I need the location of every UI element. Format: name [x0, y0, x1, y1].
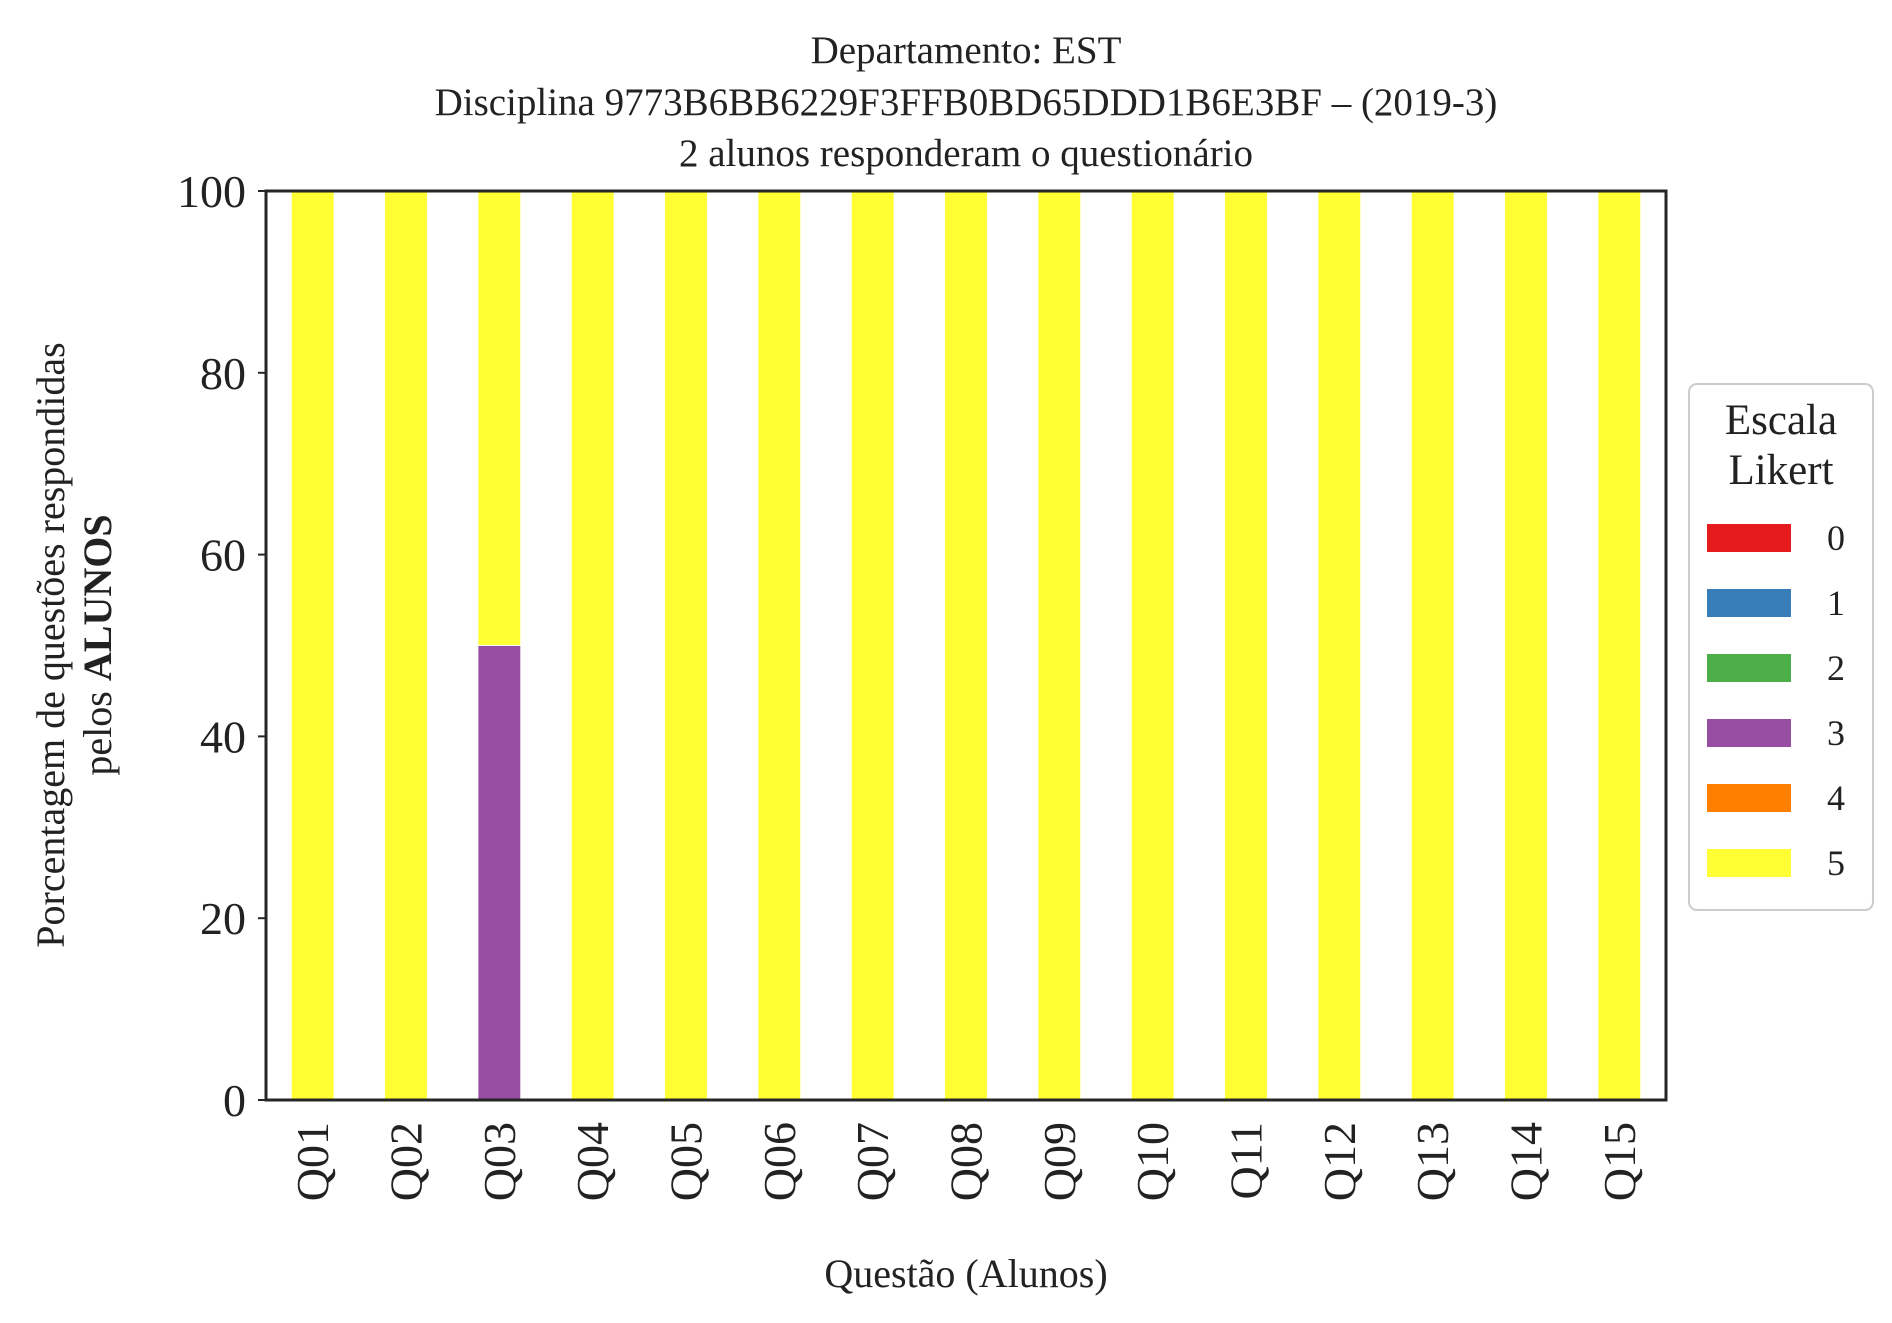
- bar-Q11-scale-5: [1224, 190, 1268, 1101]
- bar-Q03-scale-3: [477, 645, 522, 1101]
- legend-label-0: 0: [1827, 518, 1845, 558]
- x-axis-ticks: Q01 Q02 Q03 Q04 Q05 Q06 Q07 Q08 Q09 Q10 Q11 Q12 Q13 Q…: [287, 1122, 1645, 1201]
- legend: Escala Likert 0 1 2 3 4 5: [1688, 383, 1874, 911]
- legend-label-2: 2: [1827, 648, 1845, 688]
- x-axis-label: Questão (Alunos): [824, 1251, 1107, 1296]
- y-tick-label: 40: [200, 711, 246, 762]
- y-tick-label: 100: [177, 166, 246, 217]
- y-axis-ticks: 0 20 40 60 80 100: [177, 166, 266, 1126]
- x-tick-label: Q01: [287, 1122, 338, 1201]
- y-tick-label: 80: [200, 348, 246, 399]
- bar-Q13-scale-5: [1410, 190, 1455, 1101]
- legend-title-line-1: Escala: [1725, 397, 1837, 444]
- legend-swatch-0: [1707, 524, 1791, 552]
- legend-swatch-3: [1707, 719, 1791, 747]
- x-tick-label: Q12: [1314, 1122, 1365, 1201]
- bars-layer: [290, 190, 1642, 1101]
- y-axis-label-prefix: pelos: [75, 681, 120, 775]
- chart-title: Departamento: EST Disciplina 9773B6BB622…: [435, 29, 1498, 175]
- x-tick-label: Q05: [661, 1122, 712, 1201]
- bar-Q15-scale-5: [1597, 190, 1642, 1101]
- legend-swatch-2: [1707, 654, 1791, 682]
- y-tick-label: 20: [200, 893, 246, 944]
- bar-Q06-scale-5: [757, 190, 802, 1101]
- y-axis-label-line-2: pelos ALUNOS: [75, 514, 120, 775]
- x-tick-label: Q14: [1501, 1122, 1552, 1201]
- bar-Q09-scale-5: [1037, 190, 1082, 1101]
- x-tick-label: Q09: [1034, 1122, 1085, 1201]
- x-tick-label: Q13: [1407, 1122, 1458, 1201]
- legend-label-5: 5: [1827, 843, 1845, 883]
- legend-swatch-1: [1707, 589, 1791, 617]
- x-tick-label: Q06: [754, 1122, 805, 1201]
- bar-Q04-scale-5: [570, 190, 615, 1101]
- x-tick-label: Q11: [1221, 1122, 1272, 1200]
- x-tick-label: Q08: [941, 1122, 992, 1201]
- legend-label-4: 4: [1827, 778, 1845, 818]
- x-tick-label: Q07: [847, 1122, 898, 1201]
- y-axis-label: Porcentagem de questões respondidas pelo…: [28, 342, 120, 947]
- x-tick-label: Q04: [567, 1122, 618, 1201]
- legend-swatch-4: [1707, 784, 1791, 812]
- title-line-2: Disciplina 9773B6BB6229F3FFB0BD65DDD1B6E…: [435, 81, 1498, 124]
- plot-frame: [264, 189, 1668, 1102]
- title-line-1: Departamento: EST: [811, 29, 1122, 72]
- y-axis-label-line-1: Porcentagem de questões respondidas: [28, 342, 73, 947]
- bar-Q05-scale-5: [664, 190, 708, 1101]
- bar-Q14-scale-5: [1504, 190, 1548, 1101]
- bar-Q02-scale-5: [384, 190, 428, 1101]
- x-tick-label: Q03: [474, 1122, 525, 1201]
- x-tick-label: Q10: [1127, 1122, 1178, 1201]
- bar-Q01-scale-5: [290, 190, 335, 1101]
- bar-Q08-scale-5: [944, 190, 988, 1101]
- bar-Q10-scale-5: [1130, 190, 1175, 1101]
- y-axis-label-bold: ALUNOS: [75, 514, 120, 681]
- bar-Q12-scale-5: [1317, 190, 1362, 1101]
- legend-swatch-5: [1707, 849, 1791, 877]
- legend-label-1: 1: [1827, 583, 1845, 623]
- legend-title-line-2: Likert: [1728, 447, 1833, 494]
- y-tick-label: 60: [200, 530, 246, 581]
- bar-Q07-scale-5: [850, 190, 895, 1101]
- legend-label-3: 3: [1827, 713, 1845, 753]
- y-tick-label: 0: [223, 1075, 246, 1126]
- legend-items: 0 1 2 3 4 5: [1707, 518, 1845, 883]
- legend-frame: [1688, 383, 1874, 911]
- bar-Q03-scale-5: [477, 190, 522, 646]
- x-tick-label: Q02: [381, 1122, 432, 1201]
- title-line-3: 2 alunos responderam o questionário: [679, 132, 1253, 175]
- x-tick-label: Q15: [1594, 1122, 1645, 1201]
